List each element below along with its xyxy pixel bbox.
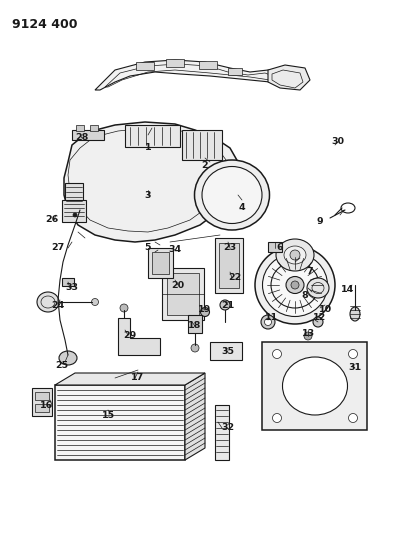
Text: 12: 12 <box>313 313 327 322</box>
Bar <box>167 273 199 315</box>
Ellipse shape <box>349 414 358 423</box>
Bar <box>148 248 173 278</box>
Ellipse shape <box>304 332 312 340</box>
Text: 6: 6 <box>277 243 283 252</box>
Ellipse shape <box>220 300 230 310</box>
Text: 15: 15 <box>102 410 115 419</box>
Ellipse shape <box>120 304 128 312</box>
Bar <box>125 125 180 147</box>
Ellipse shape <box>350 307 360 321</box>
Ellipse shape <box>290 250 300 260</box>
Text: 33: 33 <box>65 284 79 293</box>
Text: 16: 16 <box>40 400 53 409</box>
Bar <box>262 342 367 430</box>
Polygon shape <box>55 373 205 385</box>
Text: 9: 9 <box>317 217 323 227</box>
Ellipse shape <box>286 277 304 294</box>
Text: 2: 2 <box>202 160 208 169</box>
Text: 34: 34 <box>169 246 182 254</box>
Text: 18: 18 <box>188 321 202 330</box>
Bar <box>152 252 169 274</box>
Bar <box>55 385 185 460</box>
Bar <box>215 238 243 293</box>
Text: 14: 14 <box>342 286 355 295</box>
Text: 28: 28 <box>75 133 89 142</box>
Bar <box>32 388 52 416</box>
Ellipse shape <box>92 298 99 305</box>
Bar <box>62 278 74 286</box>
Text: 5: 5 <box>145 244 151 253</box>
Text: 35: 35 <box>222 348 235 357</box>
Text: 21: 21 <box>222 301 235 310</box>
Polygon shape <box>185 373 205 460</box>
Ellipse shape <box>37 292 59 312</box>
Bar <box>215 405 229 460</box>
Ellipse shape <box>59 351 77 365</box>
Ellipse shape <box>349 350 358 359</box>
Ellipse shape <box>201 308 210 317</box>
Text: 30: 30 <box>332 138 344 147</box>
Bar <box>188 315 202 333</box>
Bar <box>228 68 242 75</box>
Bar <box>268 242 282 252</box>
Ellipse shape <box>202 166 262 223</box>
Ellipse shape <box>307 278 329 298</box>
Text: 4: 4 <box>239 203 245 212</box>
Text: 25: 25 <box>55 360 69 369</box>
Text: 31: 31 <box>349 364 362 373</box>
Text: 10: 10 <box>319 305 332 314</box>
Ellipse shape <box>313 317 323 327</box>
Text: 24: 24 <box>51 301 65 310</box>
Ellipse shape <box>276 239 314 271</box>
Ellipse shape <box>291 281 299 289</box>
Bar <box>199 61 217 69</box>
Bar <box>65 183 83 205</box>
Ellipse shape <box>191 344 199 352</box>
Bar <box>90 125 98 131</box>
Ellipse shape <box>73 213 77 217</box>
Bar <box>162 268 204 320</box>
Polygon shape <box>268 65 310 90</box>
Text: 1: 1 <box>145 143 151 152</box>
Polygon shape <box>64 122 238 242</box>
Bar <box>166 59 184 67</box>
Ellipse shape <box>194 160 270 230</box>
Polygon shape <box>95 60 285 90</box>
Text: 20: 20 <box>171 280 185 289</box>
Ellipse shape <box>261 315 275 329</box>
Ellipse shape <box>255 246 335 324</box>
Bar <box>219 243 239 288</box>
Bar <box>136 62 154 70</box>
Text: 26: 26 <box>45 215 59 224</box>
Text: 11: 11 <box>266 313 279 322</box>
Bar <box>210 342 242 360</box>
Bar <box>182 130 222 160</box>
Text: 32: 32 <box>222 424 235 432</box>
Text: 29: 29 <box>123 330 136 340</box>
Text: 3: 3 <box>145 190 151 199</box>
Bar <box>35 392 49 400</box>
Polygon shape <box>118 318 160 355</box>
Ellipse shape <box>272 414 282 423</box>
Text: 7: 7 <box>307 268 313 277</box>
Bar <box>72 130 104 140</box>
Text: 19: 19 <box>199 305 212 314</box>
Ellipse shape <box>265 319 272 326</box>
Bar <box>62 200 86 222</box>
Text: 9124 400: 9124 400 <box>12 18 78 31</box>
Text: 13: 13 <box>301 329 314 338</box>
Ellipse shape <box>282 357 347 415</box>
Text: 17: 17 <box>132 374 145 383</box>
Ellipse shape <box>263 254 328 317</box>
Ellipse shape <box>284 246 306 264</box>
Bar <box>35 404 49 412</box>
Text: 22: 22 <box>229 273 242 282</box>
Bar <box>76 125 84 131</box>
Ellipse shape <box>272 350 282 359</box>
Text: 23: 23 <box>224 244 237 253</box>
Text: 8: 8 <box>302 290 308 300</box>
Text: 27: 27 <box>51 244 65 253</box>
